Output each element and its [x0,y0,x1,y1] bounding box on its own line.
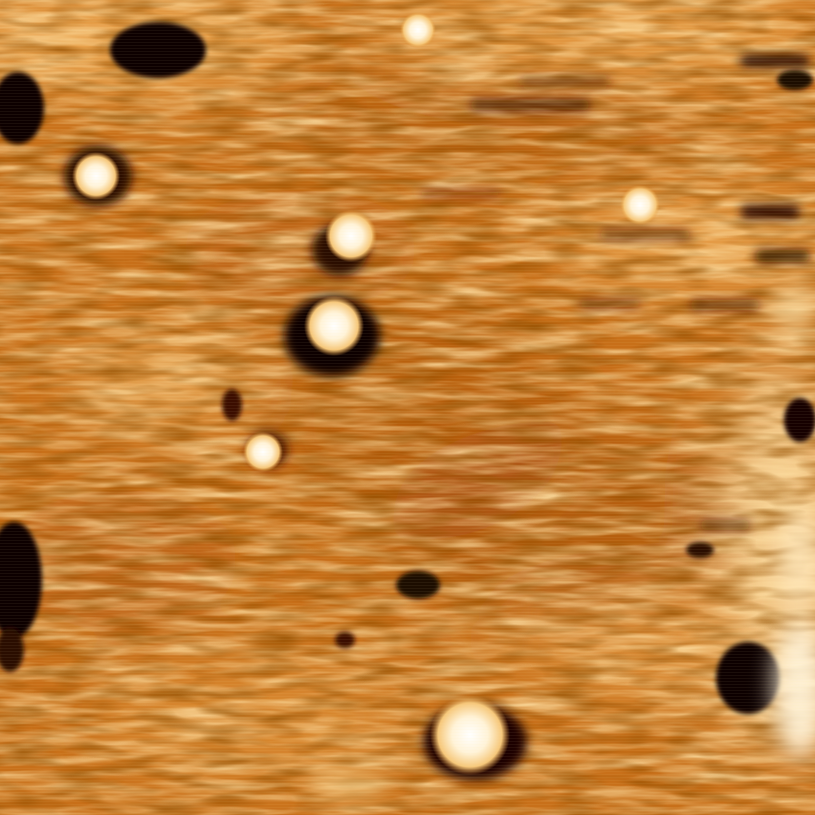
raster-lines [0,0,815,815]
scan-image [0,0,815,815]
